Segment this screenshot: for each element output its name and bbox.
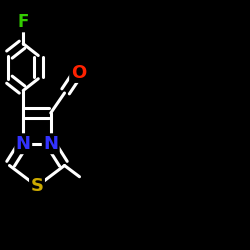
Text: N: N xyxy=(43,135,58,153)
Text: S: S xyxy=(30,177,44,195)
Text: F: F xyxy=(18,13,29,31)
Text: O: O xyxy=(71,64,86,82)
Text: N: N xyxy=(16,135,31,153)
